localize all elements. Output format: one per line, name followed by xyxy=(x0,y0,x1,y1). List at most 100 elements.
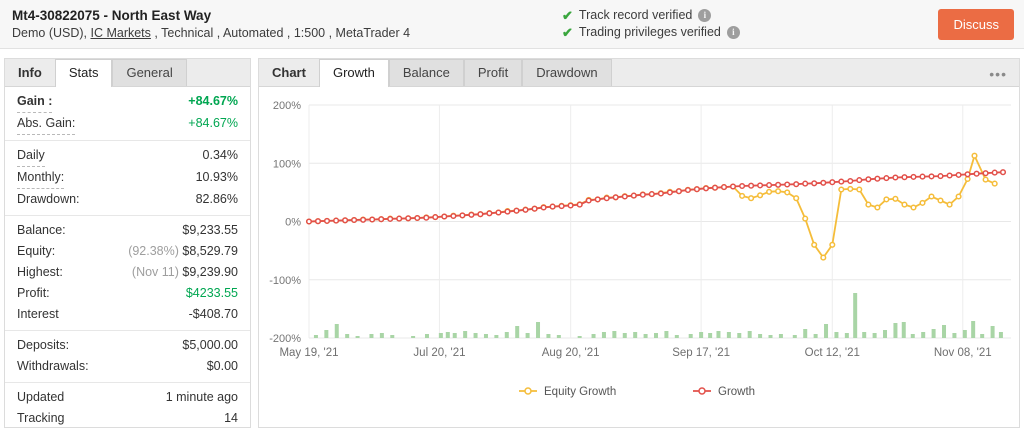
volume-bar xyxy=(778,334,783,338)
volume-bar xyxy=(990,326,995,338)
volume-bar xyxy=(504,332,509,338)
y-tick-label: 200% xyxy=(273,100,301,112)
volume-bar xyxy=(355,336,360,338)
growth-marker xyxy=(558,203,565,210)
equity-growth-marker xyxy=(901,201,908,208)
growth-marker xyxy=(784,181,791,188)
equity-growth-marker xyxy=(937,197,944,204)
stat-label[interactable]: Abs. Gain: xyxy=(17,113,76,135)
volume-bar xyxy=(313,335,318,338)
volume-bar xyxy=(862,332,867,338)
volume-bar xyxy=(643,334,648,338)
volume-bar xyxy=(445,332,450,338)
volume-bar xyxy=(622,333,627,338)
growth-marker xyxy=(999,169,1007,176)
stat-label: Equity: xyxy=(17,244,56,258)
stat-value: +84.67% xyxy=(188,116,238,130)
stat-label: Profit: xyxy=(17,286,50,300)
tab-general[interactable]: General xyxy=(112,59,187,86)
stat-value: (92.38%) $8,529.79 xyxy=(128,244,238,258)
tab-balance[interactable]: Balance xyxy=(388,59,464,86)
growth-marker xyxy=(910,173,917,180)
volume-bar xyxy=(980,334,985,338)
broker-link[interactable]: IC Markets xyxy=(90,25,151,40)
growth-marker xyxy=(477,211,484,218)
growth-marker xyxy=(396,215,403,222)
legend-marker-dot xyxy=(698,387,706,395)
volume-bar xyxy=(726,332,731,338)
stat-row: Monthly: 10.93% xyxy=(17,167,238,189)
growth-line xyxy=(308,171,1004,223)
stat-value-note: (Nov 11) xyxy=(131,265,183,279)
tab-drawdown[interactable]: Drawdown xyxy=(522,59,612,86)
equity-growth-marker xyxy=(982,176,989,183)
equity-growth-marker xyxy=(946,201,953,208)
stat-row: Interest -$408.70 xyxy=(17,304,238,325)
panel-menu-button[interactable]: ••• xyxy=(989,66,1007,82)
stat-label: Updated xyxy=(17,390,65,404)
growth-marker xyxy=(369,216,376,223)
growth-marker xyxy=(856,177,863,184)
equity-growth-line xyxy=(308,153,996,260)
volume-bar xyxy=(674,335,679,338)
growth-marker xyxy=(378,216,385,223)
growth-marker xyxy=(793,181,800,188)
growth-marker xyxy=(811,180,818,187)
tab-growth[interactable]: Growth xyxy=(318,59,389,87)
checkmark-icon: ✔ xyxy=(562,8,573,23)
volume-bar xyxy=(688,334,693,338)
equity-growth-marker xyxy=(991,180,998,187)
stat-label[interactable]: Gain : xyxy=(17,91,53,113)
volume-bar xyxy=(473,333,478,338)
growth-marker xyxy=(982,170,989,177)
volume-bar xyxy=(998,332,1003,338)
equity-growth-marker xyxy=(847,185,854,192)
growth-marker xyxy=(711,184,719,191)
volume-bar xyxy=(494,335,499,338)
volume-bar xyxy=(591,334,596,338)
volume-bar xyxy=(952,333,957,338)
info-icon[interactable]: i xyxy=(726,26,740,39)
divider xyxy=(5,382,250,383)
growth-marker xyxy=(693,186,700,193)
equity-growth-marker xyxy=(955,193,962,200)
stat-value: 14 xyxy=(224,411,238,425)
tab-stats[interactable]: Stats xyxy=(54,59,113,87)
info-icon[interactable]: i xyxy=(698,9,712,22)
growth-marker xyxy=(874,175,881,182)
stat-row: Equity: (92.38%) $8,529.79 xyxy=(17,241,238,262)
stat-value: +84.67% xyxy=(188,94,238,108)
stat-value: $5,000.00 xyxy=(182,338,238,352)
equity-growth-marker xyxy=(874,204,881,211)
x-tick-label: Nov 08, '21 xyxy=(934,347,992,359)
volume-bar xyxy=(463,331,468,338)
y-tick-label: -200% xyxy=(269,333,301,345)
growth-marker xyxy=(928,173,935,180)
volume-bar xyxy=(803,329,808,338)
growth-marker xyxy=(549,203,556,210)
equity-growth-marker xyxy=(964,175,971,183)
tab-profit[interactable]: Profit xyxy=(463,59,523,86)
volume-bar xyxy=(424,334,429,338)
volume-bar xyxy=(768,335,773,338)
volume-bar xyxy=(853,293,858,338)
growth-marker xyxy=(305,218,313,225)
stat-label: Interest xyxy=(17,307,59,321)
volume-bar xyxy=(699,332,704,338)
account-title-block: Mt4-30822075 - North East Way Demo (USD)… xyxy=(10,7,562,42)
equity-growth-marker xyxy=(928,193,935,200)
legend-label: Growth xyxy=(718,386,755,398)
legend-label: Equity Growth xyxy=(544,386,616,398)
stat-label[interactable]: Daily xyxy=(17,145,45,167)
growth-marker xyxy=(576,201,583,208)
volume-bar xyxy=(708,333,713,338)
stat-label[interactable]: Monthly: xyxy=(17,167,65,189)
growth-marker xyxy=(955,171,962,178)
x-tick-label: May 19, '21 xyxy=(279,347,338,359)
equity-growth-marker xyxy=(829,241,836,248)
stat-row: Profit: $4233.55 xyxy=(17,283,238,304)
tab-chart: Chart xyxy=(272,65,306,80)
volume-bar xyxy=(716,331,721,338)
discuss-button[interactable]: Discuss xyxy=(938,8,1014,40)
equity-growth-marker xyxy=(811,241,818,248)
